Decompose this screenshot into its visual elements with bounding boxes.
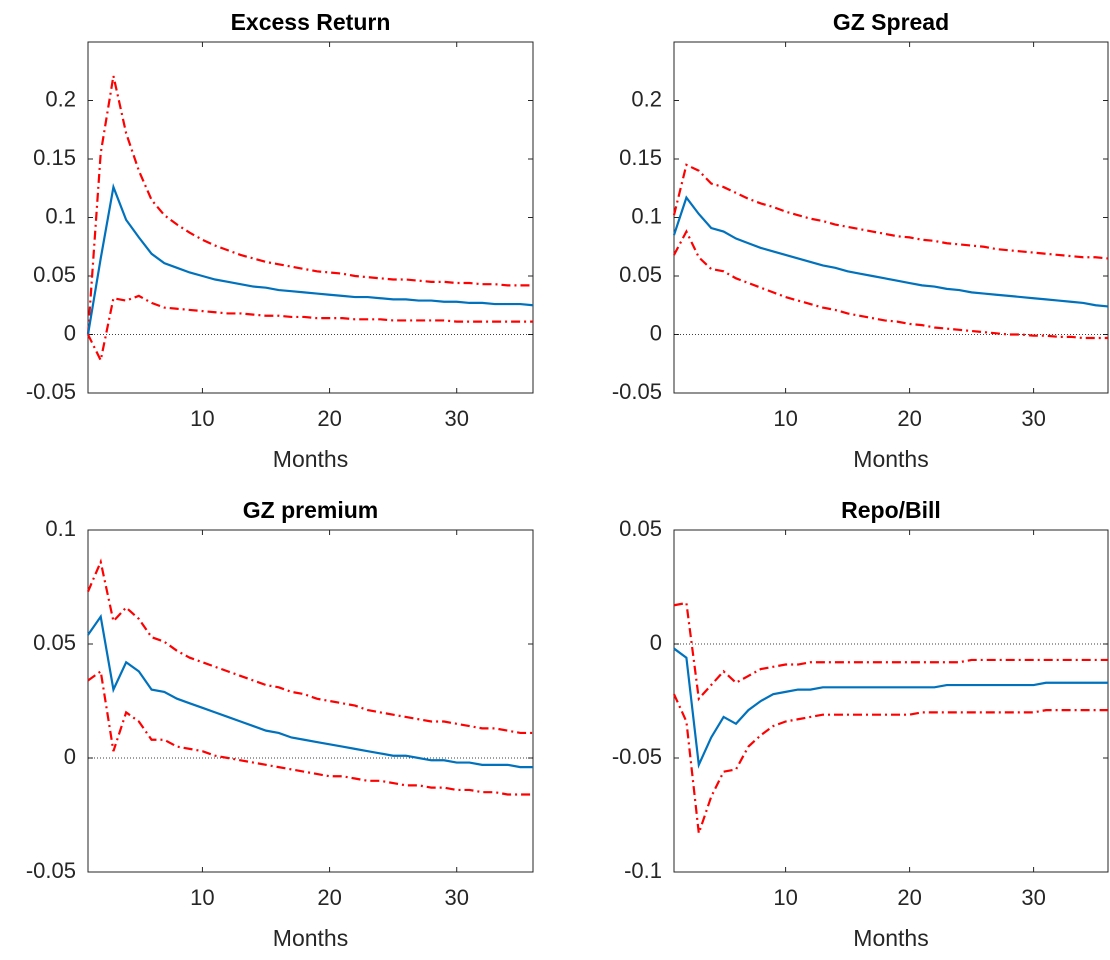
- x-tick-label: 30: [444, 406, 468, 431]
- series-line: [673, 601, 1108, 702]
- y-tick-label: 0: [650, 630, 662, 655]
- series-line: [87, 669, 533, 796]
- x-tick-label: 20: [317, 885, 341, 910]
- x-tick-label: 30: [444, 885, 468, 910]
- y-tick-label: 0.2: [631, 86, 662, 111]
- x-tick-label: 30: [1021, 406, 1045, 431]
- x-tick-label: 10: [773, 885, 797, 910]
- x-tick-label: 10: [190, 885, 214, 910]
- series-line: [672, 195, 1109, 308]
- series-line: [673, 229, 1108, 340]
- y-tick-label: 0.05: [619, 516, 662, 541]
- y-tick-label: 0.05: [619, 262, 662, 287]
- y-tick-label: -0.05: [612, 379, 662, 404]
- y-tick-label: 0.1: [45, 203, 76, 228]
- x-axis-label: Months: [853, 446, 928, 472]
- plot-area: [87, 41, 534, 394]
- y-tick-label: 0: [64, 744, 76, 769]
- series-line: [87, 613, 533, 769]
- plot-area: [673, 41, 1109, 394]
- y-tick-label: 0.1: [45, 516, 76, 541]
- series-line: [672, 163, 1109, 260]
- x-tick-label: 20: [317, 406, 341, 431]
- x-axis-label: Months: [853, 925, 928, 951]
- y-tick-label: 0.1: [631, 203, 662, 228]
- series-line: [86, 75, 533, 335]
- y-tick-label: 0: [64, 320, 76, 345]
- y-tick-label: -0.05: [26, 858, 76, 883]
- plot-area: [673, 529, 1109, 873]
- series-line: [86, 183, 534, 335]
- panel-title: Repo/Bill: [841, 497, 941, 523]
- panel-title: Excess Return: [231, 9, 391, 35]
- y-tick-label: 0.2: [45, 86, 76, 111]
- y-tick-label: -0.05: [26, 379, 76, 404]
- y-tick-label: 0.05: [33, 630, 76, 655]
- y-tick-label: 0.05: [33, 262, 76, 287]
- y-tick-label: -0.1: [624, 858, 662, 883]
- y-tick-label: -0.05: [612, 744, 662, 769]
- x-tick-label: 10: [773, 406, 797, 431]
- y-tick-label: 0.15: [33, 145, 76, 170]
- plot-area: [87, 529, 534, 873]
- panel-title: GZ premium: [243, 497, 378, 523]
- x-tick-label: 30: [1021, 885, 1045, 910]
- x-tick-label: 20: [897, 885, 921, 910]
- x-tick-label: 20: [897, 406, 921, 431]
- series-line: [673, 647, 1108, 769]
- x-tick-label: 10: [190, 406, 214, 431]
- x-axis-label: Months: [273, 446, 348, 472]
- x-axis-label: Months: [273, 925, 348, 951]
- y-tick-label: 0.15: [619, 145, 662, 170]
- series-line: [87, 294, 533, 364]
- panel-title: GZ Spread: [833, 9, 949, 35]
- y-tick-label: 0: [650, 320, 662, 345]
